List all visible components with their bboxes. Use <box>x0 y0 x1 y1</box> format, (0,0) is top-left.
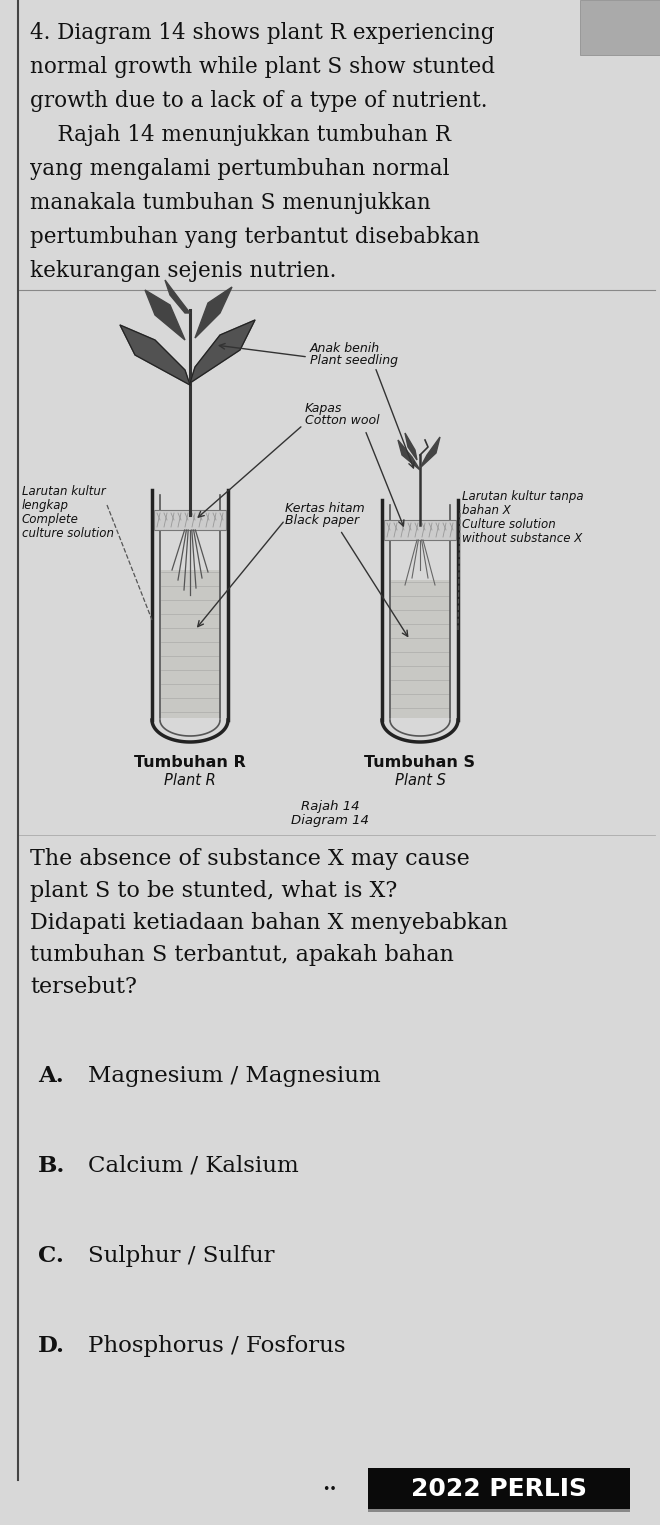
Text: Magnesium / Magnesium: Magnesium / Magnesium <box>88 1064 381 1087</box>
Bar <box>368 1510 630 1511</box>
Polygon shape <box>398 441 420 470</box>
Text: tersebut?: tersebut? <box>30 976 137 997</box>
Text: growth due to a lack of a type of nutrient.: growth due to a lack of a type of nutrie… <box>30 90 488 111</box>
Text: 4. Diagram 14 shows plant R experiencing: 4. Diagram 14 shows plant R experiencing <box>30 21 494 44</box>
Bar <box>368 1469 630 1511</box>
Text: Kapas: Kapas <box>305 403 343 415</box>
Text: culture solution: culture solution <box>22 528 114 540</box>
Text: Tumbuhan S: Tumbuhan S <box>364 755 475 770</box>
Polygon shape <box>405 433 417 461</box>
Text: 2022 PERLIS: 2022 PERLIS <box>411 1478 587 1501</box>
Text: Tumbuhan R: Tumbuhan R <box>134 755 246 770</box>
Text: bahan X: bahan X <box>462 503 511 517</box>
Text: Complete: Complete <box>22 512 79 526</box>
Text: The absence of substance X may cause: The absence of substance X may cause <box>30 848 470 869</box>
Text: Kertas hitam: Kertas hitam <box>285 502 364 515</box>
Text: Phosphorus / Fosforus: Phosphorus / Fosforus <box>88 1334 345 1357</box>
Text: without substance X: without substance X <box>462 532 582 544</box>
Text: Plant R: Plant R <box>164 773 216 788</box>
Text: lengkap: lengkap <box>22 499 69 512</box>
Text: normal growth while plant S show stunted: normal growth while plant S show stunted <box>30 56 495 78</box>
Text: Larutan kultur: Larutan kultur <box>22 485 106 499</box>
Polygon shape <box>120 325 190 384</box>
Text: Larutan kultur tanpa: Larutan kultur tanpa <box>462 490 583 503</box>
Text: Black paper: Black paper <box>285 514 359 528</box>
Polygon shape <box>195 287 232 339</box>
Text: C.: C. <box>38 1244 64 1267</box>
Text: plant S to be stunted, what is X?: plant S to be stunted, what is X? <box>30 880 397 901</box>
Text: Diagram 14: Diagram 14 <box>291 814 369 827</box>
Bar <box>154 509 226 531</box>
Bar <box>391 580 449 718</box>
Text: ••: •• <box>323 1484 337 1496</box>
Text: A.: A. <box>38 1064 64 1087</box>
Text: Calcium / Kalsium: Calcium / Kalsium <box>88 1154 299 1177</box>
Text: kekurangan sejenis nutrien.: kekurangan sejenis nutrien. <box>30 259 337 282</box>
Text: Culture solution: Culture solution <box>462 518 556 531</box>
Bar <box>384 520 456 540</box>
Bar <box>580 0 660 55</box>
Text: D.: D. <box>38 1334 65 1357</box>
Text: yang mengalami pertumbuhan normal: yang mengalami pertumbuhan normal <box>30 159 449 180</box>
Text: tumbuhan S terbantut, apakah bahan: tumbuhan S terbantut, apakah bahan <box>30 944 454 965</box>
Polygon shape <box>165 281 190 313</box>
Text: Didapati ketiadaan bahan X menyebabkan: Didapati ketiadaan bahan X menyebabkan <box>30 912 508 933</box>
Text: Rajah 14 menunjukkan tumbuhan R: Rajah 14 menunjukkan tumbuhan R <box>30 124 451 146</box>
Polygon shape <box>190 320 255 383</box>
Text: Anak benih: Anak benih <box>310 342 380 355</box>
Polygon shape <box>145 290 185 340</box>
Text: Plant S: Plant S <box>395 773 446 788</box>
Text: Sulphur / Sulfur: Sulphur / Sulfur <box>88 1244 275 1267</box>
Text: Rajah 14: Rajah 14 <box>301 801 359 813</box>
Polygon shape <box>420 438 440 468</box>
Bar <box>161 570 219 718</box>
Text: Plant seedling: Plant seedling <box>310 354 398 368</box>
Text: manakala tumbuhan S menunjukkan: manakala tumbuhan S menunjukkan <box>30 192 431 214</box>
Text: pertumbuhan yang terbantut disebabkan: pertumbuhan yang terbantut disebabkan <box>30 226 480 249</box>
Text: B.: B. <box>38 1154 65 1177</box>
Text: Cotton wool: Cotton wool <box>305 413 380 427</box>
